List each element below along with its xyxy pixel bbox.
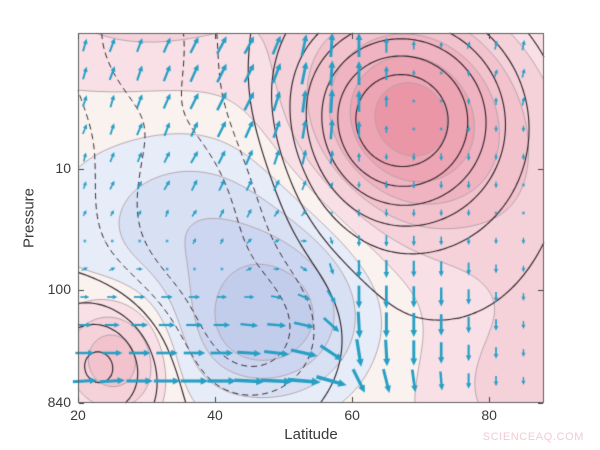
- y-tick-label: 100: [47, 281, 71, 298]
- x-tick-label: 20: [70, 407, 86, 423]
- y-axis-label: Pressure: [20, 187, 38, 249]
- x-tick-label: 60: [344, 407, 360, 423]
- x-tick-label: 40: [207, 407, 223, 423]
- y-tick-label: 840: [47, 394, 71, 410]
- y-tick-label: 10: [55, 159, 71, 176]
- x-axis-label: Latitude: [284, 426, 338, 443]
- x-tick-label: 80: [481, 407, 497, 423]
- watermark: SCIENCEAQ.COM: [482, 431, 584, 443]
